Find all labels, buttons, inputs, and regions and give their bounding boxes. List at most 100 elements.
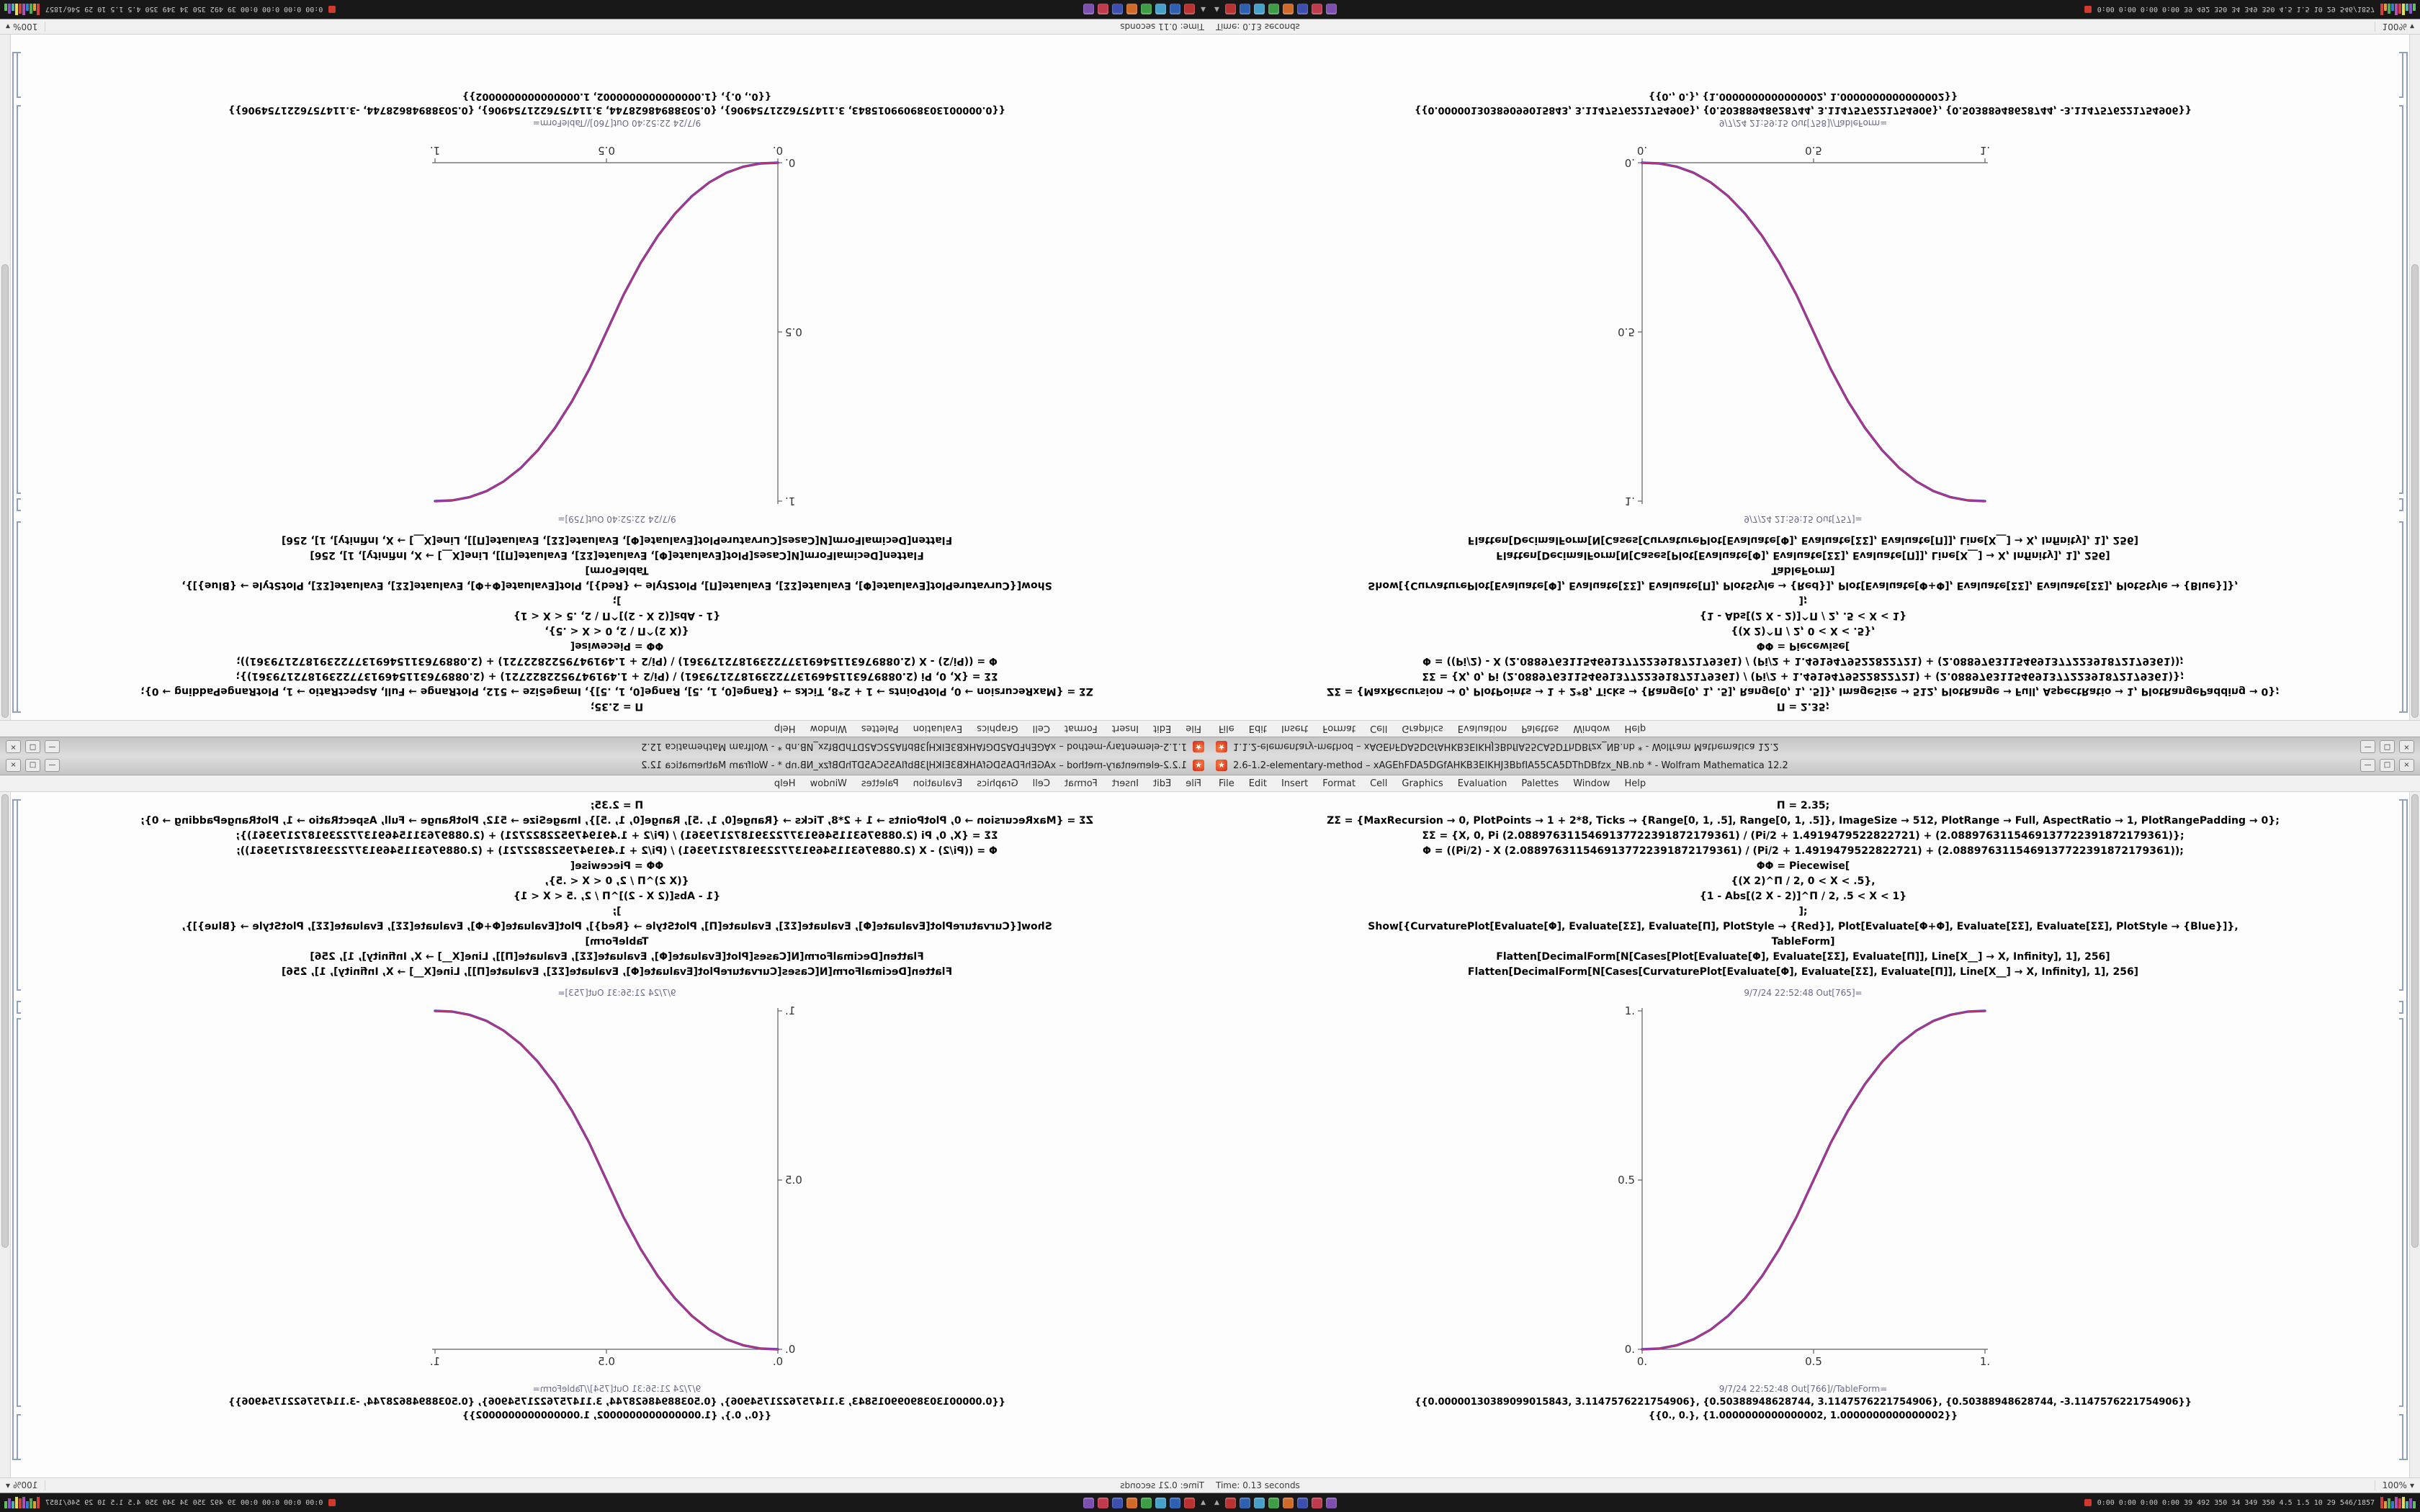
cell-bracket-outlabel[interactable] <box>17 1001 22 1014</box>
input-code-line[interactable]: Flatten[DecimalForm[N[Cases[CurvaturePlo… <box>281 966 953 978</box>
menu-help[interactable]: Help <box>1624 723 1646 734</box>
taskbar-app-icon-purple[interactable] <box>1325 4 1337 15</box>
menu-window[interactable]: Window <box>810 723 847 734</box>
input-code-line[interactable]: ΣΣ = {X, 0, Pi (2.0889763115469137722391… <box>1422 670 2184 682</box>
menu-evaluation[interactable]: Evaluation <box>1457 778 1507 789</box>
taskbar-app-icon-indigo[interactable] <box>1296 1497 1308 1508</box>
menu-cell[interactable]: Cell <box>1370 723 1388 734</box>
input-code-line[interactable]: ΖΣ = {MaxRecursion → 0, PlotPoints → 1 +… <box>140 685 1093 697</box>
menu-graphics[interactable]: Graphics <box>1402 778 1443 789</box>
input-code-line[interactable]: ΣΣ = {X, 0, Pi (2.0889763115469137722391… <box>236 670 998 682</box>
maximize-button[interactable]: □ <box>2380 759 2395 772</box>
input-code-line[interactable]: ]; <box>1798 595 1808 606</box>
menu-insert[interactable]: Insert <box>1281 723 1309 734</box>
menu-help[interactable]: Help <box>774 723 796 734</box>
menu-edit[interactable]: Edit <box>1153 723 1172 734</box>
scrollbar-thumb[interactable] <box>2411 264 2419 718</box>
cell-bracket-results[interactable] <box>17 1414 22 1460</box>
input-code-line[interactable]: Show[{CurvaturePlot[Evaluate[Φ], Evaluat… <box>1368 921 2238 932</box>
cell-bracket-outlabel[interactable] <box>2398 1001 2403 1014</box>
menu-evaluation[interactable]: Evaluation <box>913 778 963 789</box>
taskbar-app-icon-blue[interactable] <box>1170 4 1181 15</box>
input-code-line[interactable]: Show[{CurvaturePlot[Evaluate[Φ], Evaluat… <box>182 580 1052 591</box>
cell-bracket-plot[interactable] <box>2398 1018 2403 1407</box>
cell-bracket-results[interactable] <box>17 52 22 98</box>
taskbar-app-icon-crimson[interactable] <box>1311 4 1322 15</box>
close-button[interactable]: × <box>6 740 21 753</box>
window-titlebar[interactable]: ★ 1.2.2-elementary-method – xAGEhFDA5DGf… <box>0 756 1210 775</box>
scrollbar-thumb[interactable] <box>1 794 9 1248</box>
cell-bracket-input[interactable] <box>2398 799 2403 991</box>
menu-palettes[interactable]: Palettes <box>861 778 899 789</box>
cell-group-bracket[interactable] <box>2403 52 2408 713</box>
input-code-line[interactable]: ΖΣ = {MaxRecursion → 0, PlotPoints → 1 +… <box>1327 685 2280 697</box>
input-code-line[interactable]: ]; <box>612 906 622 917</box>
cell-group-bracket[interactable] <box>12 52 17 713</box>
minimize-button[interactable]: — <box>45 740 60 753</box>
taskbar-app-icon-green[interactable] <box>1141 4 1152 15</box>
menu-cell[interactable]: Cell <box>1032 723 1050 734</box>
input-code-line[interactable]: {(X 2)^Π / 2, 0 < X < .5}, <box>1731 625 1876 636</box>
menu-file[interactable]: File <box>1219 778 1234 789</box>
menu-insert[interactable]: Insert <box>1111 723 1139 734</box>
input-code-line[interactable]: Flatten[DecimalForm[N[Cases[CurvaturePlo… <box>1467 966 2139 978</box>
menu-edit[interactable]: Edit <box>1248 778 1267 789</box>
taskbar-app-icon-red[interactable] <box>1224 4 1236 15</box>
minimize-button[interactable]: — <box>45 759 60 772</box>
vertical-scrollbar[interactable] <box>0 792 11 1477</box>
menu-insert[interactable]: Insert <box>1111 778 1139 789</box>
input-code-line[interactable]: Flatten[DecimalForm[N[Cases[Plot[Evaluat… <box>1496 549 2110 561</box>
menu-help[interactable]: Help <box>1624 778 1646 789</box>
taskbar-expand-arrow-icon[interactable]: ▲ <box>1214 6 1219 13</box>
maximize-button[interactable]: □ <box>2380 740 2395 753</box>
maximize-button[interactable]: □ <box>25 740 40 753</box>
cell-bracket-input[interactable] <box>17 521 22 713</box>
menu-format[interactable]: Format <box>1064 723 1098 734</box>
taskbar-app-icon-green[interactable] <box>1268 4 1279 15</box>
input-code-line[interactable]: Flatten[DecimalForm[N[Cases[Plot[Evaluat… <box>310 549 924 561</box>
input-code-line[interactable]: ΖΣ = {MaxRecursion → 0, PlotPoints → 1 +… <box>1327 815 2280 827</box>
menu-edit[interactable]: Edit <box>1248 723 1267 734</box>
input-code-line[interactable]: Show[{CurvaturePlot[Evaluate[Φ], Evaluat… <box>182 921 1052 932</box>
window-titlebar[interactable]: ★ 1.1.2-elementary-method – xAGEhFDA5DGf… <box>1210 737 2420 756</box>
input-code-line[interactable]: Π = 2.35; <box>590 800 644 811</box>
taskbar-app-icon-crimson[interactable] <box>1098 1497 1109 1508</box>
taskbar-app-icon-orange[interactable] <box>1282 4 1294 15</box>
input-code-line[interactable]: TableForm] <box>585 564 649 576</box>
taskbar-app-icon-purple[interactable] <box>1083 1497 1095 1508</box>
menu-format[interactable]: Format <box>1064 778 1098 789</box>
input-code-line[interactable]: TableForm] <box>1771 936 1835 948</box>
taskbar-app-icon-orange[interactable] <box>1126 4 1138 15</box>
taskbar-app-icon-indigo[interactable] <box>1296 4 1308 15</box>
input-code-line[interactable]: Φ = ((Pi/2) - X (2.088976311546913772239… <box>236 655 998 667</box>
zoom-control[interactable]: 100% ▾ <box>2374 22 2414 32</box>
cell-group-bracket[interactable] <box>2403 799 2408 1460</box>
minimize-button[interactable]: — <box>2360 740 2375 753</box>
menu-file[interactable]: File <box>1219 723 1234 734</box>
taskbar-expand-arrow-icon[interactable]: ▲ <box>1201 1499 1206 1506</box>
input-code-line[interactable]: {(X 2)^Π / 2, 0 < X < .5}, <box>1731 876 1876 887</box>
taskbar-app-icon-orange[interactable] <box>1126 1497 1138 1508</box>
menu-palettes[interactable]: Palettes <box>1521 778 1559 789</box>
input-code-line[interactable]: Flatten[DecimalForm[N[Cases[CurvaturePlo… <box>1467 534 2139 546</box>
menu-insert[interactable]: Insert <box>1281 778 1309 789</box>
taskbar-app-icon-red[interactable] <box>1184 4 1196 15</box>
minimize-button[interactable]: — <box>2360 759 2375 772</box>
input-code-line[interactable]: ]; <box>612 595 622 606</box>
input-code-line[interactable]: {(X 2)^Π / 2, 0 < X < .5}, <box>544 625 689 636</box>
zoom-control[interactable]: 100% ▾ <box>6 22 46 32</box>
zoom-control[interactable]: 100% ▾ <box>2374 1480 2414 1490</box>
menu-cell[interactable]: Cell <box>1370 778 1388 789</box>
input-code-line[interactable]: ΦΦ = Piecewise[ <box>1756 640 1850 652</box>
input-code-line[interactable]: {1 - Abs[(2 X - 2)]^Π / 2, .5 < X < 1} <box>513 610 721 621</box>
taskbar-app-icon-crimson[interactable] <box>1311 1497 1322 1508</box>
taskbar-app-icon-lightblue[interactable] <box>1155 4 1167 15</box>
menu-window[interactable]: Window <box>1573 723 1610 734</box>
vertical-scrollbar[interactable] <box>0 35 11 720</box>
input-code-line[interactable]: ΖΣ = {MaxRecursion → 0, PlotPoints → 1 +… <box>140 815 1093 827</box>
close-button[interactable]: × <box>2399 759 2414 772</box>
menu-graphics[interactable]: Graphics <box>1402 723 1443 734</box>
taskbar-app-icon-crimson[interactable] <box>1098 4 1109 15</box>
close-button[interactable]: × <box>6 759 21 772</box>
taskbar-expand-arrow-icon[interactable]: ▲ <box>1214 1499 1219 1506</box>
